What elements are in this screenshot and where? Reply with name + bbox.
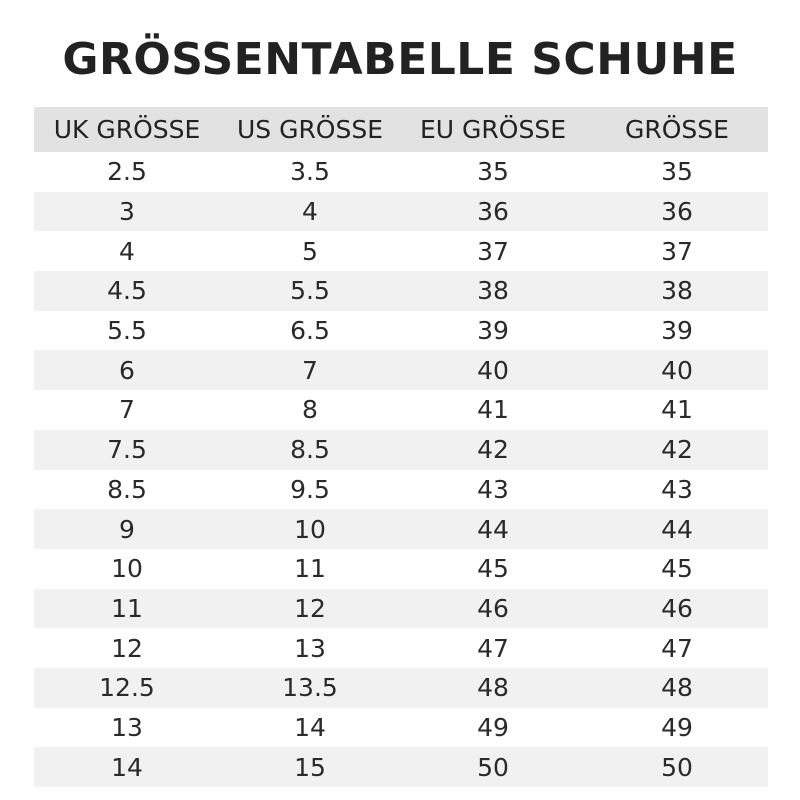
uk-size-cell: 7.5	[107, 435, 147, 465]
eu-size-cell: 47	[477, 633, 509, 663]
column-header-eu-size: EU GRÖSSE	[420, 115, 566, 144]
eu-size-cell: 44	[477, 514, 509, 544]
column-header-us-size: US GRÖSSE	[236, 115, 384, 144]
eu-size-cell: 41	[477, 395, 509, 425]
us-size-cell: 9.5	[290, 474, 330, 504]
size-cell: 43	[661, 474, 693, 504]
size-cell: 45	[661, 554, 693, 584]
eu-size-cell: 39	[477, 316, 509, 346]
table-row: 7.5 8.5 42 42	[34, 429, 768, 470]
page-title: GRÖSSENTABELLE SCHUHE	[62, 34, 738, 85]
us-size-cell: 7	[302, 355, 318, 385]
size-cell: 50	[661, 752, 693, 782]
uk-size-cell: 12	[111, 633, 143, 663]
eu-size-cell: 45	[477, 554, 509, 584]
table-row: 10 11 45 45	[34, 549, 768, 589]
us-size-cell: 12	[294, 593, 326, 623]
column-header-size: GRÖSSE	[625, 115, 729, 144]
uk-size-cell: 8.5	[107, 474, 147, 504]
uk-size-cell: 5.5	[107, 316, 147, 346]
size-cell: 46	[661, 593, 693, 623]
table-row: 9 10 44 44	[34, 509, 768, 549]
size-cell: 38	[661, 276, 693, 306]
size-cell: 41	[661, 395, 693, 425]
eu-size-cell: 35	[477, 157, 509, 187]
eu-size-cell: 43	[477, 474, 509, 504]
table-row: 4.5 5.5 38 38	[34, 271, 768, 311]
eu-size-cell: 48	[477, 673, 509, 703]
table-row: 12.5 13.5 48 48	[34, 667, 768, 708]
table-row: 3 4 36 36	[34, 191, 768, 232]
column-header-uk-size: UK GRÖSSE	[53, 115, 201, 144]
size-cell: 47	[661, 633, 693, 663]
eu-size-cell: 50	[477, 752, 509, 782]
size-cell: 44	[661, 514, 693, 544]
uk-size-cell: 3	[119, 197, 135, 227]
us-size-cell: 14	[294, 712, 326, 742]
table-row: 5.5 6.5 39 39	[34, 311, 768, 351]
eu-size-cell: 37	[477, 236, 509, 266]
uk-size-cell: 2.5	[107, 157, 147, 187]
uk-size-cell: 9	[119, 514, 135, 544]
us-size-cell: 15	[294, 752, 326, 782]
size-cell: 36	[661, 197, 693, 227]
us-size-cell: 6.5	[290, 316, 330, 346]
us-size-cell: 13.5	[282, 673, 338, 703]
table-row: 8.5 9.5 43 43	[34, 470, 768, 510]
size-cell: 49	[661, 712, 693, 742]
us-size-cell: 8.5	[290, 435, 330, 465]
us-size-cell: 10	[294, 514, 326, 544]
table-row: 2.5 3.5 35 35	[34, 152, 768, 192]
us-size-cell: 13	[294, 633, 326, 663]
us-size-cell: 5	[302, 236, 318, 266]
eu-size-cell: 42	[477, 435, 509, 465]
uk-size-cell: 14	[111, 752, 143, 782]
table-row: 12 13 47 47	[34, 628, 768, 668]
uk-size-cell: 13	[111, 712, 143, 742]
eu-size-cell: 46	[477, 593, 509, 623]
uk-size-cell: 6	[119, 355, 135, 385]
table-body: 2.5 3.5 35 35 3 4 36 36 4 5 37 37 4.5 5.5 38 38 5.5 6.5 39…	[34, 152, 768, 787]
uk-size-cell: 11	[111, 593, 143, 623]
uk-size-cell: 10	[111, 554, 143, 584]
table-header-row: UK GRÖSSE US GRÖSSE EU GRÖSSE GRÖSSE	[34, 107, 768, 152]
us-size-cell: 4	[302, 197, 318, 227]
us-size-cell: 5.5	[290, 276, 330, 306]
table-row: 7 8 41 41	[34, 390, 768, 430]
us-size-cell: 11	[294, 554, 326, 584]
uk-size-cell: 4	[119, 236, 135, 266]
size-cell: 39	[661, 316, 693, 346]
table-row: 4 5 37 37	[34, 231, 768, 271]
us-size-cell: 8	[302, 395, 318, 425]
uk-size-cell: 12.5	[99, 673, 155, 703]
eu-size-cell: 49	[477, 712, 509, 742]
eu-size-cell: 36	[477, 197, 509, 227]
us-size-cell: 3.5	[290, 157, 330, 187]
table-row: 14 15 50 50	[34, 747, 768, 787]
size-table: UK GRÖSSE US GRÖSSE EU GRÖSSE GRÖSSE 2.5…	[34, 107, 768, 787]
size-cell: 40	[661, 355, 693, 385]
table-row: 6 7 40 40	[34, 350, 768, 391]
eu-size-cell: 40	[477, 355, 509, 385]
eu-size-cell: 38	[477, 276, 509, 306]
size-cell: 42	[661, 435, 693, 465]
uk-size-cell: 4.5	[107, 276, 147, 306]
size-cell: 48	[661, 673, 693, 703]
table-row: 13 14 49 49	[34, 708, 768, 748]
size-cell: 35	[661, 157, 693, 187]
uk-size-cell: 7	[119, 395, 135, 425]
size-cell: 37	[661, 236, 693, 266]
table-row: 11 12 46 46	[34, 588, 768, 629]
